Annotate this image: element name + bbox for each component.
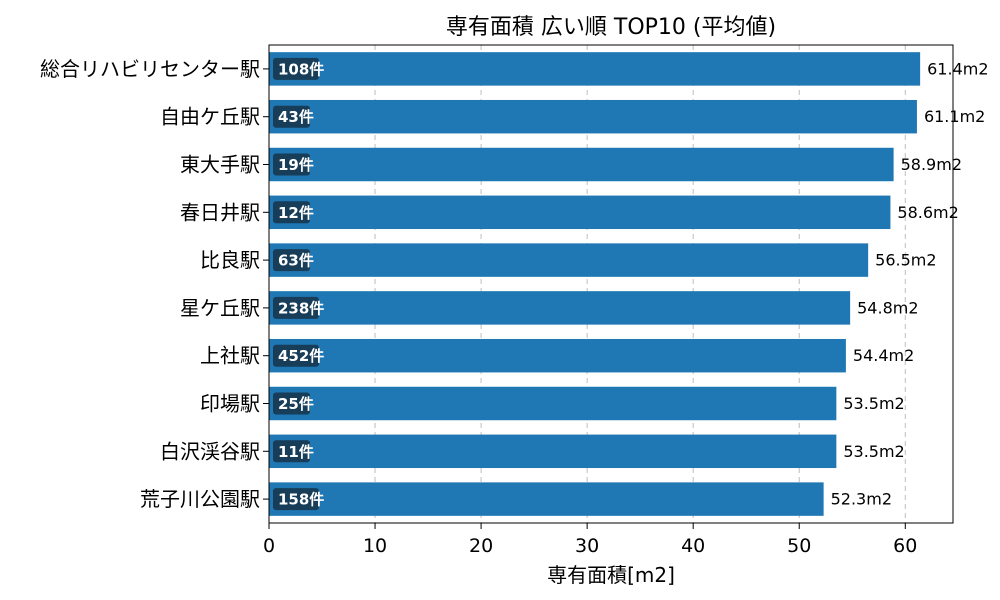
bar bbox=[269, 338, 846, 373]
value-label: 58.6m2 bbox=[897, 203, 958, 222]
bar bbox=[269, 52, 921, 86]
bar bbox=[269, 147, 894, 182]
count-label: 452件 bbox=[278, 347, 324, 365]
y-axis: 総合リハビリセンター駅自由ケ丘駅東大手駅春日井駅比良駅星ケ丘駅上社駅印場駅白沢渓… bbox=[40, 57, 269, 511]
count-badge bbox=[273, 440, 310, 463]
x-tick-label: 60 bbox=[893, 535, 917, 557]
count-badge bbox=[273, 201, 310, 224]
bar bbox=[269, 386, 837, 421]
bar bbox=[269, 99, 917, 134]
x-axis: 0 10 20 30 40 50 60 bbox=[263, 523, 917, 557]
x-tick-label: 40 bbox=[681, 535, 705, 557]
y-tick-label: 上社駅 bbox=[200, 344, 260, 368]
y-tick-label: 東大手駅 bbox=[180, 153, 260, 177]
value-label: 61.4m2 bbox=[927, 59, 988, 78]
count-badge bbox=[273, 105, 310, 128]
x-axis-label: 専有面積[m2] bbox=[547, 563, 675, 587]
bar bbox=[269, 243, 869, 277]
value-label: 54.8m2 bbox=[857, 298, 918, 317]
y-tick-label: 自由ケ丘駅 bbox=[160, 105, 260, 129]
y-tick-label: 白沢渓谷駅 bbox=[160, 439, 260, 463]
count-label: 25件 bbox=[278, 395, 314, 413]
count-badge bbox=[273, 249, 310, 272]
x-tick-label: 50 bbox=[787, 535, 811, 557]
bars: 108件 61.4m2 43件 61.1m2 19件 58.9m2 12件 58.6m2 63件… bbox=[269, 52, 989, 516]
count-label: 12件 bbox=[278, 204, 314, 222]
count-label: 238件 bbox=[278, 299, 324, 317]
count-label: 63件 bbox=[278, 252, 314, 270]
count-label: 158件 bbox=[278, 491, 324, 509]
value-label: 61.1m2 bbox=[924, 107, 985, 126]
count-badge bbox=[273, 153, 310, 176]
y-tick-label: 比良駅 bbox=[200, 248, 260, 272]
value-label: 53.5m2 bbox=[843, 442, 904, 461]
x-tick-label: 10 bbox=[363, 535, 387, 557]
count-label: 108件 bbox=[278, 60, 324, 78]
value-label: 58.9m2 bbox=[901, 155, 962, 174]
value-label: 52.3m2 bbox=[831, 490, 892, 509]
count-label: 43件 bbox=[278, 108, 314, 126]
plot-frame bbox=[268, 44, 954, 524]
bar bbox=[269, 482, 824, 516]
bar bbox=[269, 195, 891, 230]
y-tick-label: 星ケ丘駅 bbox=[180, 296, 260, 320]
count-badge bbox=[273, 488, 319, 511]
chart-title: 専有面積 広い順 TOP10 (平均値) bbox=[446, 15, 776, 40]
count-label: 11件 bbox=[278, 443, 314, 461]
count-badge bbox=[273, 392, 310, 415]
y-tick-label: 総合リハビリセンター駅 bbox=[40, 57, 260, 81]
count-label: 19件 bbox=[278, 156, 314, 174]
value-label: 54.4m2 bbox=[853, 346, 914, 365]
y-tick-label: 荒子川公園駅 bbox=[140, 487, 260, 511]
bar bbox=[269, 291, 851, 325]
value-label: 56.5m2 bbox=[875, 251, 936, 270]
x-tick-label: 30 bbox=[575, 535, 599, 557]
count-badge bbox=[273, 57, 319, 80]
y-tick-label: 春日井駅 bbox=[180, 200, 260, 224]
bar bbox=[269, 434, 837, 469]
x-tick-label: 0 bbox=[263, 535, 275, 557]
x-tick-label: 20 bbox=[469, 535, 493, 557]
count-badge bbox=[273, 296, 319, 319]
count-badge bbox=[273, 344, 319, 367]
y-tick-label: 印場駅 bbox=[200, 392, 260, 416]
value-label: 53.5m2 bbox=[843, 394, 904, 413]
